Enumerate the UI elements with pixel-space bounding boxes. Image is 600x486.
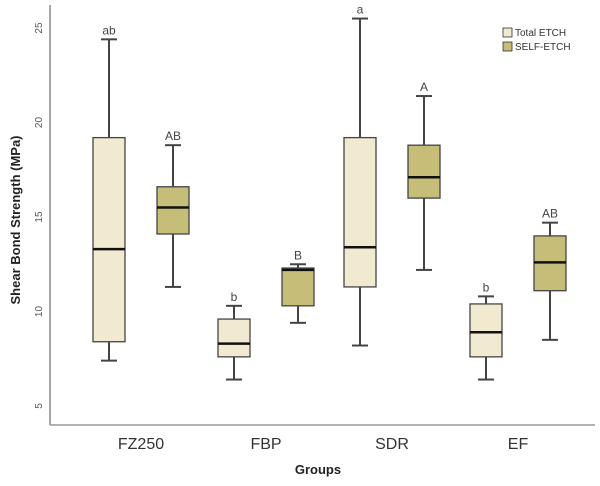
legend-label-total-etch: Total ETCH [515, 28, 566, 39]
significance-label: b [231, 290, 238, 304]
iqr-box [407, 144, 441, 199]
x-tick-label: FBP [250, 436, 281, 453]
significance-label: ab [102, 23, 116, 37]
iqr-box [343, 136, 377, 288]
significance-label: b [483, 280, 490, 294]
iqr-box [92, 136, 126, 343]
box-ef-total-etch: b [469, 280, 503, 381]
iqr-box [469, 303, 503, 358]
box-fz250-self-etch: AB [156, 129, 190, 288]
x-tick-label: FZ250 [118, 436, 164, 453]
x-axis-label: Groups [295, 462, 341, 477]
x-tick-label: EF [508, 436, 529, 453]
y-axis-label: Shear Bond Strength (MPa) [8, 135, 23, 304]
significance-label: AB [542, 207, 558, 221]
significance-label: A [420, 80, 428, 94]
box-fbp-self-etch: B [281, 248, 315, 324]
significance-label: a [357, 3, 364, 17]
y-tick-label: 20 [34, 117, 45, 129]
y-tick-label: 5 [34, 403, 45, 409]
legend: Total ETCH SELF-ETCH [502, 27, 571, 53]
iqr-box [217, 318, 251, 358]
y-tick-label: 15 [34, 211, 45, 223]
box-sdr-total-etch: a [343, 3, 377, 347]
box-fbp-total-etch: b [217, 290, 251, 381]
legend-label-self-etch: SELF-ETCH [515, 42, 571, 53]
legend-swatch-total-etch [502, 27, 513, 38]
box-fz250-total-etch: ab [92, 23, 126, 362]
y-tick-label: 10 [34, 306, 45, 318]
box-ef-self-etch: AB [533, 207, 567, 341]
iqr-box [156, 186, 190, 235]
significance-label: B [294, 248, 302, 262]
significance-label: AB [165, 129, 181, 143]
y-tick-label: 25 [34, 22, 45, 34]
x-tick-label: SDR [375, 436, 409, 453]
legend-swatch-self-etch [502, 41, 513, 52]
box-sdr-self-etch: A [407, 80, 441, 271]
iqr-box [281, 267, 315, 307]
